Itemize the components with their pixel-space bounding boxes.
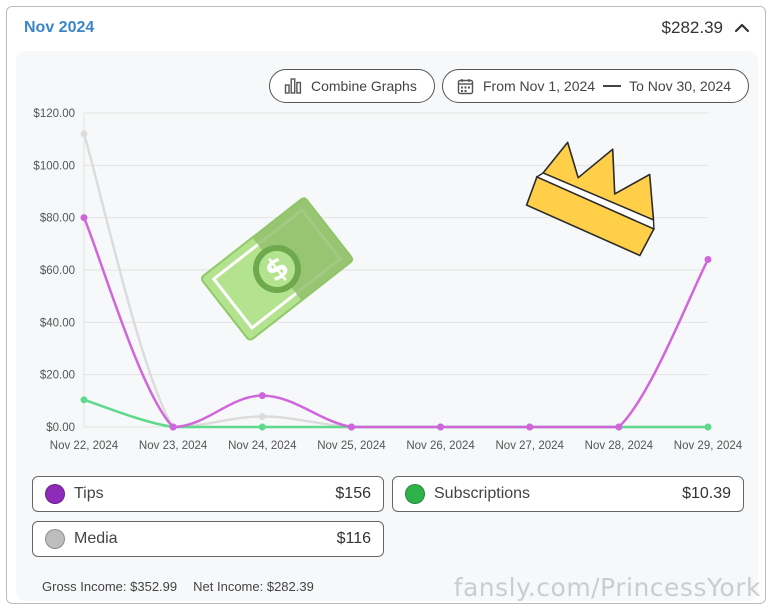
- y-axis-ticks: $0.00 $20.00 $40.00 $60.00 $80.00 $100.00 $120…: [33, 108, 75, 434]
- chart-grid: [83, 112, 708, 428]
- collapse-button[interactable]: [731, 17, 753, 39]
- legend-subscriptions-amount: $10.39: [682, 485, 731, 502]
- subscriptions-line: [83, 398, 708, 429]
- tips-point[interactable]: [615, 423, 623, 431]
- x-tick-label: Nov 25, 2024: [317, 440, 386, 452]
- subscriptions-point[interactable]: [258, 423, 266, 431]
- y-tick-label: $100.00: [33, 160, 75, 172]
- chevron-up-icon: [734, 23, 750, 33]
- earnings-card: Nov 2024 $282.39 Combine Graphs: [6, 6, 766, 604]
- legend-media-label: Media: [74, 530, 118, 547]
- y-tick-label: $20.00: [40, 370, 75, 382]
- x-tick-label: Nov 26, 2024: [406, 440, 475, 452]
- media-point[interactable]: [258, 413, 266, 421]
- gross-income: Gross Income: $352.99: [42, 579, 178, 594]
- header-total: $282.39: [661, 18, 723, 37]
- chart-series: [80, 130, 712, 431]
- y-tick-label: $0.00: [46, 422, 75, 434]
- x-tick-label: Nov 23, 2024: [139, 440, 208, 452]
- date-range-button[interactable]: From Nov 1, 2024 To Nov 30, 2024: [442, 69, 749, 103]
- card-header[interactable]: Nov 2024 $282.39: [7, 7, 765, 51]
- media-color-dot: [45, 529, 65, 549]
- crown-sticker-icon: [525, 141, 656, 257]
- income-summary: Gross Income: $352.99 Net Income: $282.39: [42, 579, 314, 594]
- legend-tips-label: Tips: [74, 485, 104, 502]
- combine-graphs-button[interactable]: Combine Graphs: [269, 69, 435, 103]
- x-tick-label: Nov 27, 2024: [496, 440, 565, 452]
- y-tick-label: $40.00: [40, 317, 75, 329]
- legend-tips-amount: $156: [335, 485, 371, 502]
- net-income: Net Income: $282.39: [193, 579, 314, 594]
- x-tick-label: Nov 22, 2024: [50, 440, 119, 452]
- tips-point[interactable]: [169, 423, 177, 431]
- x-tick-label: Nov 28, 2024: [585, 440, 654, 452]
- y-tick-label: $120.00: [33, 108, 75, 120]
- chart-panel: Combine Graphs From Nov 1, 2024 To Nov 3…: [16, 51, 758, 601]
- subscriptions-color-dot: [405, 484, 425, 504]
- tips-point[interactable]: [526, 423, 534, 431]
- tips-color-dot: [45, 484, 65, 504]
- legend-subscriptions[interactable]: Subscriptions $10.39: [392, 476, 744, 512]
- subscriptions-point[interactable]: [80, 396, 88, 404]
- bar-chart-icon: [284, 78, 302, 94]
- money-sticker-icon: $: [200, 196, 354, 341]
- tips-point[interactable]: [437, 423, 445, 431]
- x-axis-ticks: Nov 22, 2024 Nov 23, 2024 Nov 24, 2024 Nov …: [50, 440, 743, 452]
- combine-graphs-label: Combine Graphs: [311, 78, 417, 94]
- tips-point[interactable]: [258, 392, 266, 400]
- y-tick-label: $60.00: [40, 265, 75, 277]
- series-media: [80, 130, 712, 431]
- legend-media[interactable]: Media $116: [32, 521, 384, 557]
- date-separator: [603, 85, 622, 87]
- tips-point[interactable]: [347, 423, 355, 431]
- date-to: To Nov 30, 2024: [629, 78, 732, 94]
- legend-media-amount: $116: [336, 530, 371, 547]
- series-tips: [80, 214, 712, 431]
- watermark: fansly.com/PrincessYork: [453, 573, 761, 602]
- tips-point[interactable]: [704, 256, 712, 264]
- legend-subscriptions-label: Subscriptions: [434, 485, 531, 502]
- x-tick-label: Nov 29, 2024: [674, 440, 743, 452]
- y-tick-label: $80.00: [40, 213, 75, 225]
- month-title: Nov 2024: [24, 19, 95, 36]
- date-from: From Nov 1, 2024: [483, 78, 596, 94]
- calendar-icon: [457, 78, 474, 94]
- tips-point[interactable]: [80, 214, 88, 222]
- subscriptions-point[interactable]: [704, 423, 712, 431]
- earnings-line-chart: $0.00 $20.00 $40.00 $60.00 $80.00 $100.00 $120…: [33, 108, 743, 452]
- legend-tips[interactable]: Tips $156: [32, 476, 384, 512]
- x-tick-label: Nov 24, 2024: [228, 440, 297, 452]
- media-point[interactable]: [80, 130, 88, 138]
